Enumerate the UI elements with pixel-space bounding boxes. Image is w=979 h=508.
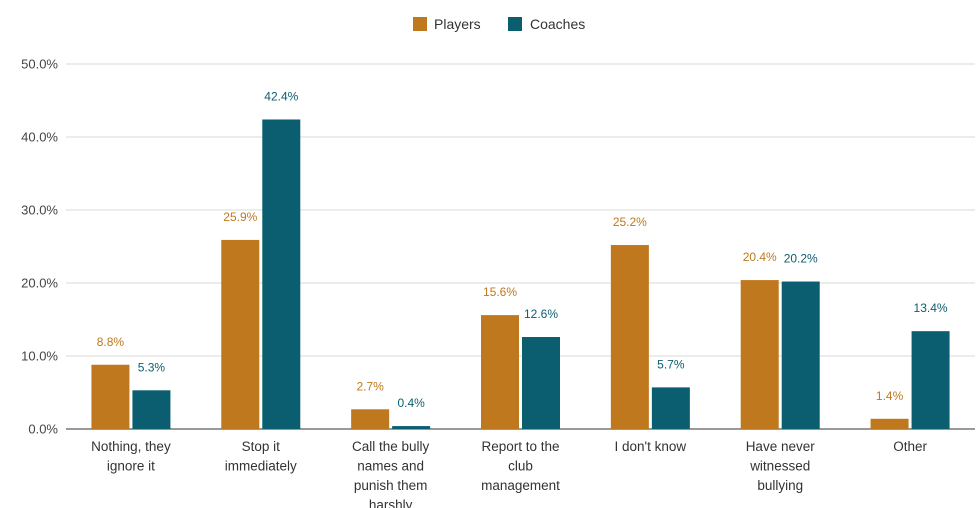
x-category-label: Nothing, they ignore it bbox=[91, 439, 171, 474]
y-tick-label: 30.0% bbox=[21, 203, 58, 218]
x-category-label: Stop it immediately bbox=[225, 439, 297, 474]
bar-players bbox=[481, 315, 519, 429]
bar-players bbox=[870, 418, 909, 429]
x-category-label: Report to the club management bbox=[481, 439, 560, 493]
bar-players bbox=[610, 245, 649, 429]
bar-coaches bbox=[651, 387, 690, 429]
legend-swatch-players bbox=[413, 17, 427, 31]
data-label-coaches: 20.2% bbox=[784, 252, 818, 266]
bars bbox=[91, 119, 950, 429]
x-category-label: Have never witnessed bullying bbox=[746, 439, 816, 493]
data-label-coaches: 13.4% bbox=[914, 301, 948, 315]
data-label-players: 8.8% bbox=[97, 335, 125, 349]
bar-players bbox=[221, 239, 260, 429]
legend-swatch-coaches bbox=[508, 17, 522, 31]
data-label-players: 20.4% bbox=[743, 250, 777, 264]
y-axis: 0.0% 10.0% 20.0% 30.0% 40.0% 50.0% bbox=[21, 57, 58, 437]
x-category-label: Other bbox=[893, 439, 927, 454]
data-label-coaches: 5.3% bbox=[138, 360, 166, 374]
data-label-players: 25.9% bbox=[223, 210, 257, 224]
bar-players bbox=[91, 364, 130, 429]
y-tick-label: 20.0% bbox=[21, 276, 58, 291]
gridlines bbox=[66, 63, 975, 430]
data-label-players: 15.6% bbox=[483, 285, 517, 299]
bar-coaches bbox=[392, 426, 431, 429]
bar-coaches bbox=[132, 390, 171, 429]
legend-label-coaches: Coaches bbox=[530, 16, 585, 32]
data-label-coaches: 0.4% bbox=[397, 396, 425, 410]
y-tick-label: 10.0% bbox=[21, 349, 58, 364]
bar-players bbox=[351, 409, 390, 429]
x-category-label: I don't know bbox=[615, 439, 687, 454]
bar-players bbox=[740, 280, 779, 429]
bar-coaches bbox=[522, 337, 560, 429]
data-label-coaches: 12.6% bbox=[524, 307, 558, 321]
data-label-coaches: 42.4% bbox=[264, 89, 298, 103]
bar-coaches bbox=[262, 119, 301, 429]
data-label-players: 2.7% bbox=[356, 379, 384, 393]
y-tick-label: 50.0% bbox=[21, 57, 58, 72]
data-labels: 8.8% 5.3% 25.9% 42.4% 2.7% 0.4% 15.6% 12.6% 25.2… bbox=[97, 89, 948, 410]
data-label-players: 1.4% bbox=[876, 389, 904, 403]
x-category-label: Call the bully names and punish them harshl… bbox=[352, 439, 430, 508]
data-label-players: 25.2% bbox=[613, 215, 647, 229]
legend-label-players: Players bbox=[434, 16, 481, 32]
legend: Players Coaches bbox=[413, 16, 585, 32]
y-tick-label: 40.0% bbox=[21, 130, 58, 145]
x-axis: Nothing, they ignore it Stop it immediately… bbox=[91, 439, 927, 508]
bar-coaches bbox=[781, 281, 820, 429]
data-label-coaches: 5.7% bbox=[657, 357, 685, 371]
y-tick-label: 0.0% bbox=[28, 422, 58, 437]
bar-coaches bbox=[911, 331, 950, 429]
